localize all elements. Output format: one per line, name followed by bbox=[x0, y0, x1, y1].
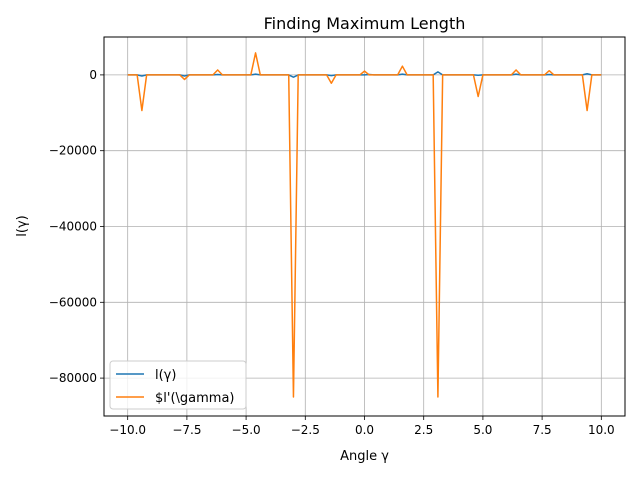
x-tick-label: 0.0 bbox=[355, 423, 374, 437]
y-ticks: 0 −20000 −40000 −60000 −80000 bbox=[49, 68, 104, 385]
x-axis-label: Angle γ bbox=[340, 449, 389, 464]
y-axis-label: l(γ) bbox=[15, 215, 30, 236]
y-tick-label: 0 bbox=[89, 68, 97, 82]
series-line-l-prime bbox=[127, 52, 602, 398]
y-tick-label: −40000 bbox=[49, 220, 97, 234]
x-tick-label: 2.5 bbox=[414, 423, 433, 437]
x-tick-label: 10.0 bbox=[588, 423, 615, 437]
x-tick-label: 5.0 bbox=[473, 423, 492, 437]
x-tick-label: −5.0 bbox=[232, 423, 261, 437]
x-tick-label: 7.5 bbox=[533, 423, 552, 437]
x-tick-label: −10.0 bbox=[109, 423, 146, 437]
x-tick-label: −7.5 bbox=[172, 423, 201, 437]
y-tick-label: −80000 bbox=[49, 371, 97, 385]
legend-label-l: l(γ) bbox=[155, 368, 176, 383]
y-tick-label: −60000 bbox=[49, 295, 97, 309]
legend-label-l-prime: $l'(\gamma) bbox=[155, 391, 235, 406]
y-tick-label: −20000 bbox=[49, 144, 97, 158]
chart-title: Finding Maximum Length bbox=[264, 14, 466, 33]
series-layer bbox=[127, 52, 602, 398]
x-tick-label: −2.5 bbox=[291, 423, 320, 437]
legend: l(γ) $l'(\gamma) bbox=[109, 360, 247, 410]
x-ticks: −10.0 −7.5 −5.0 −2.5 0.0 2.5 5.0 7.5 10.0 bbox=[109, 416, 615, 437]
